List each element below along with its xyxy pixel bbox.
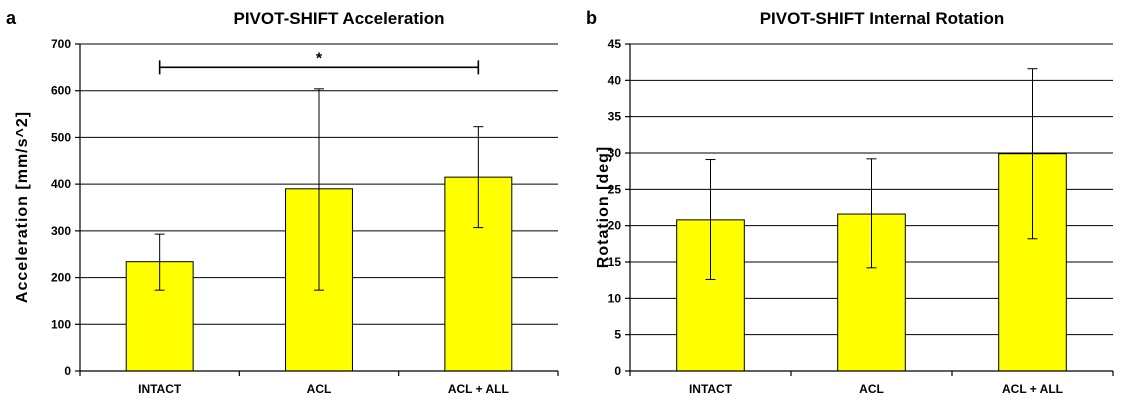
y-tick-label: 0 [64,364,71,378]
rotation-chart: b PIVOT-SHIFT Internal Rotation Rotation… [586,8,1114,396]
y-tick-label: 0 [614,364,621,378]
y-tick-label: 500 [51,130,71,144]
x-category-label: ACL + ALL [1002,382,1063,396]
y-tick-label: 5 [614,328,621,342]
y-tick-label: 100 [51,317,71,331]
x-category-label: ACL + ALL [448,382,509,396]
acceleration-chart: a PIVOT-SHIFT Acceleration Acceleration … [6,8,559,396]
significance-star: * [316,50,323,67]
y-tick-label: 300 [51,224,71,238]
chart-title: PIVOT-SHIFT Internal Rotation [760,9,1005,28]
y-tick-label: 20 [608,219,622,233]
y-tick-label: 15 [608,255,622,269]
y-tick-label: 400 [51,177,71,191]
x-category-label: INTACT [689,382,733,396]
y-tick-label: 700 [51,37,71,51]
y-tick-label: 600 [51,84,71,98]
y-tick-label: 10 [608,291,622,305]
y-tick-label: 30 [608,146,622,160]
y-tick-label: 45 [608,37,622,51]
y-axis-label: Acceleration [mm/s^2] [14,111,31,303]
y-axis-label: Rotation [deg] [595,146,612,268]
y-tick-label: 25 [608,182,622,196]
y-tick-label: 35 [608,110,622,124]
chart-title: PIVOT-SHIFT Acceleration [234,9,445,28]
panel-letter: a [6,8,17,28]
x-category-label: ACL [859,382,884,396]
y-tick-label: 40 [608,73,622,87]
y-tick-label: 200 [51,271,71,285]
x-category-label: ACL [307,382,332,396]
panel-letter: b [586,8,597,28]
x-category-label: INTACT [138,382,182,396]
